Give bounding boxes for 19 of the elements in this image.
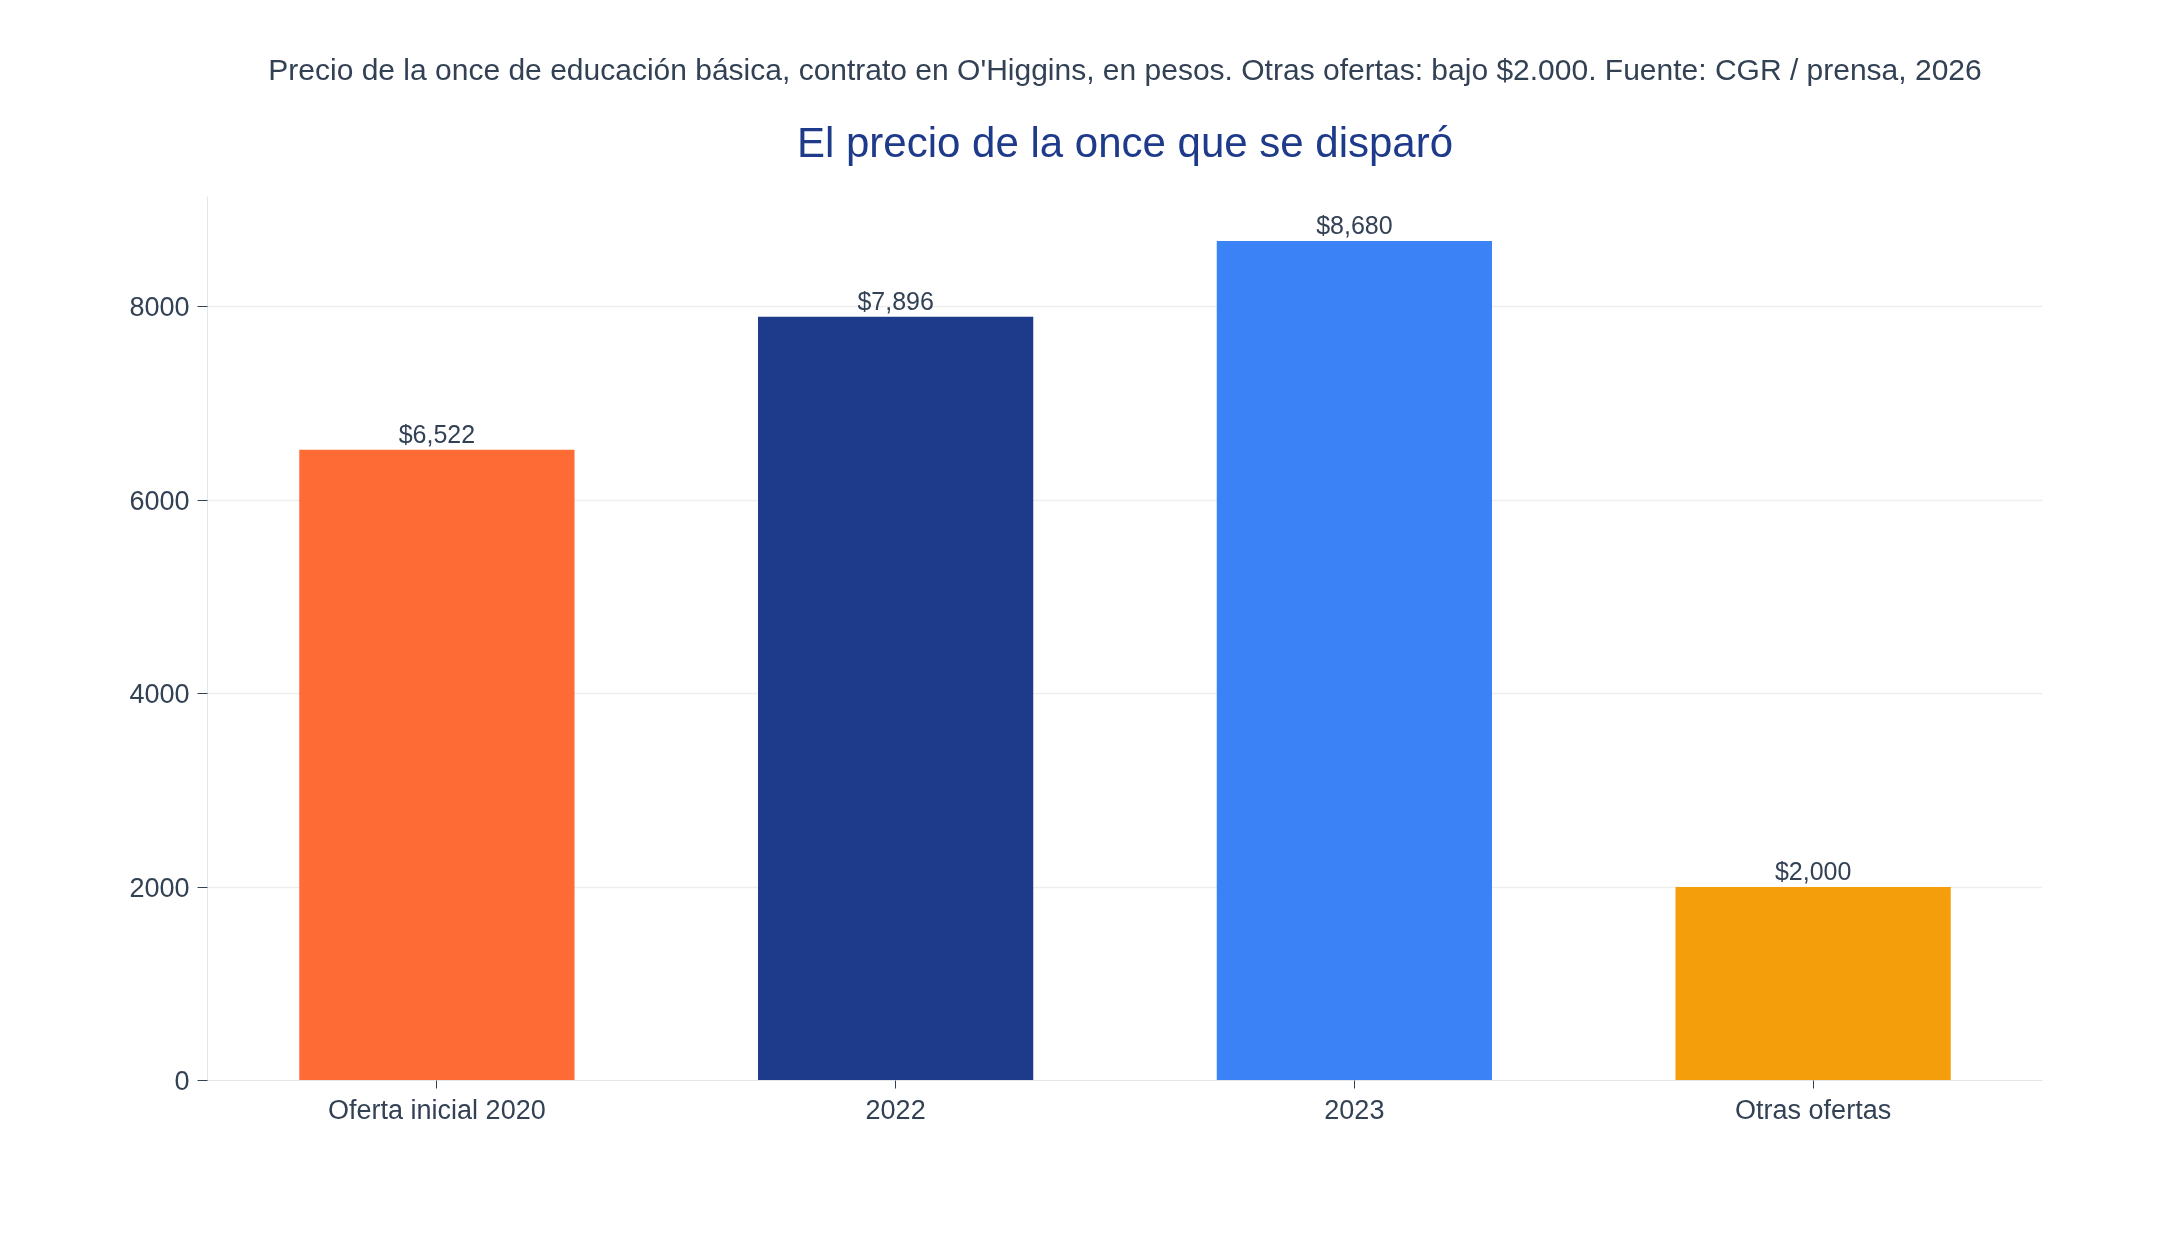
y-tick-label: 2000 [129,872,190,903]
data-label: $7,896 [857,286,934,315]
bar [1675,887,1951,1081]
x-tick-label: 2022 [865,1094,926,1125]
x-tick-label: Otras ofertas [1735,1094,1892,1125]
x-tick-label: Oferta inicial 2020 [328,1094,546,1125]
x-tick-label: 2023 [1324,1094,1385,1125]
data-label: $8,680 [1316,210,1393,239]
y-tick-label: 6000 [129,485,190,516]
bar [758,316,1034,1081]
data-label: $2,000 [1774,857,1852,886]
y-tick-label: 8000 [129,292,190,323]
bar [1216,240,1492,1081]
chart-title: El precio de la once que se disparó [796,118,1454,166]
y-tick-label: 4000 [129,679,190,710]
y-tick-label: 0 [174,1066,190,1096]
data-label: $6,522 [398,419,476,448]
bar [299,449,575,1081]
chart-subtitle: Precio de la once de educación básica, contrato en O'Higgins, en pesos. Otras ofertas: bajo $2.000. Fuente: CGR / prensa, 2026 [268,52,1982,86]
